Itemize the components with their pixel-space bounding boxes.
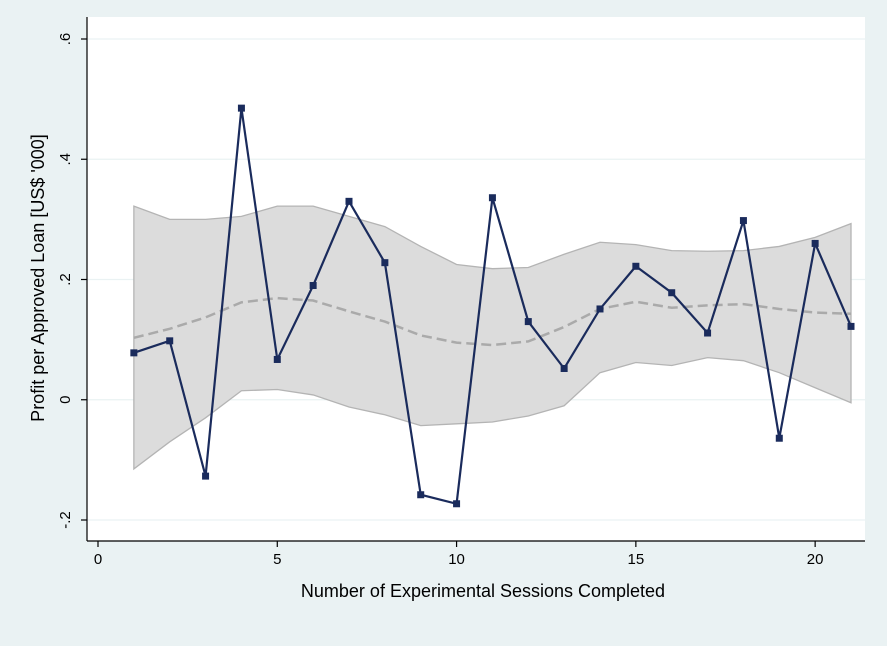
x-tick-label: 0 [94, 551, 102, 568]
y-tick-label: -.2 [57, 511, 74, 529]
trend-line [133, 296, 852, 347]
data-point [130, 349, 138, 357]
data-point [704, 329, 712, 337]
y-tick-label: 0 [57, 396, 74, 404]
data-point [166, 337, 174, 345]
y-tick-label: .4 [57, 153, 74, 166]
x-tick-label: 20 [807, 551, 824, 568]
data-point [237, 104, 245, 112]
x-tick-label: 15 [628, 551, 645, 568]
y-tick-label: .2 [57, 273, 74, 286]
data-point [381, 259, 389, 267]
confidence-band [133, 205, 852, 471]
axes: 0 5 10 15 20 -.2 0 .2 .4 .6 [57, 17, 865, 568]
data-point [345, 197, 353, 205]
data-point [309, 282, 317, 290]
data-point [775, 434, 783, 442]
data-point [202, 472, 210, 480]
data-point [847, 322, 855, 330]
data-point [632, 262, 640, 270]
data-point [488, 194, 496, 202]
data-point [524, 318, 532, 326]
y-tick-label: .6 [57, 33, 74, 46]
x-axis-title: Number of Experimental Sessions Complete… [301, 581, 665, 601]
data-point [273, 355, 281, 363]
data-point [560, 364, 568, 372]
data-point [417, 491, 425, 499]
data-point [739, 217, 747, 225]
x-tick-label: 10 [448, 551, 465, 568]
data-point [453, 500, 461, 508]
profit-markers [130, 104, 855, 508]
y-axis-title: Profit per Approved Loan [US$ '000] [28, 134, 48, 422]
data-point [596, 305, 604, 313]
data-point [668, 289, 676, 297]
data-point [811, 239, 819, 247]
x-tick-label: 5 [273, 551, 281, 568]
